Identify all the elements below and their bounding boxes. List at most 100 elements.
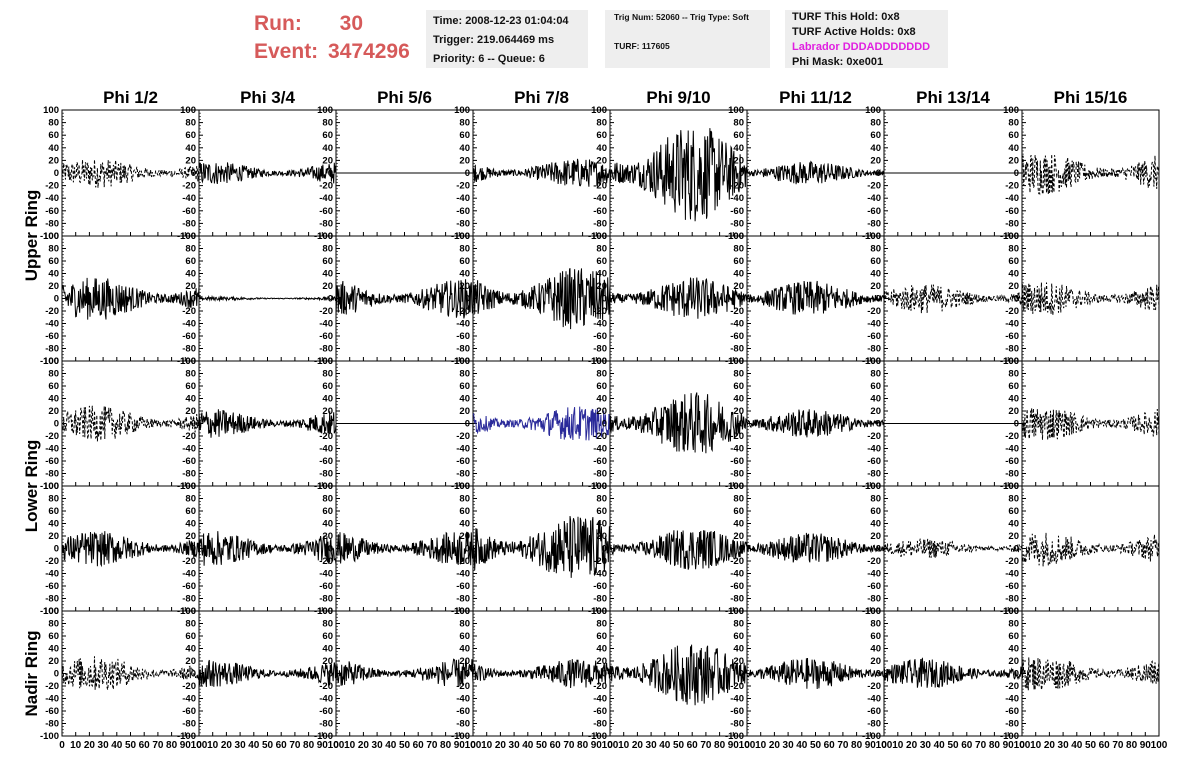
y-tick-label: -80 (319, 344, 333, 355)
waveform-trace (609, 128, 748, 222)
y-tick-label: -40 (456, 444, 470, 455)
y-tick-label: 80 (1008, 494, 1019, 505)
y-tick-label: -80 (182, 719, 196, 730)
y-tick-label: 100 (317, 105, 333, 116)
y-tick-label: 40 (733, 394, 744, 405)
x-tick-label: 40 (248, 740, 260, 751)
x-tick-label: 100 (1151, 740, 1168, 751)
y-tick-label: 60 (459, 130, 470, 141)
y-tick-label: -60 (593, 581, 607, 592)
y-tick-label: -40 (182, 319, 196, 330)
y-tick-label: -60 (867, 206, 881, 217)
y-tick-label: 20 (459, 155, 470, 166)
y-tick-label: -100 (1000, 731, 1019, 742)
y-tick-label: 80 (596, 118, 607, 129)
y-tick-label: -60 (730, 581, 744, 592)
y-tick-label: 100 (591, 105, 607, 116)
y-tick-label: 100 (865, 481, 881, 492)
y-tick-label: 60 (1008, 256, 1019, 267)
y-tick-label: -20 (1005, 681, 1019, 692)
y-tick-label: 80 (870, 369, 881, 380)
waveform-trace (883, 538, 1023, 558)
y-tick-label: -60 (319, 456, 333, 467)
y-tick-label: 80 (459, 619, 470, 630)
y-tick-label: -40 (593, 444, 607, 455)
x-tick-label: 60 (687, 740, 699, 751)
y-tick-label: 80 (733, 244, 744, 255)
y-tick-label: -20 (45, 181, 59, 192)
ring-label: Nadir Ring (22, 631, 41, 717)
y-tick-label: 0 (876, 419, 881, 430)
y-tick-label: 100 (43, 231, 59, 242)
y-tick-label: -20 (182, 681, 196, 692)
y-tick-label: 40 (870, 143, 881, 154)
y-tick-label: 0 (328, 294, 333, 305)
y-tick-label: -80 (730, 344, 744, 355)
y-tick-label: 40 (322, 519, 333, 530)
y-tick-label: 20 (322, 656, 333, 667)
y-tick-label: 100 (865, 356, 881, 367)
y-tick-label: 100 (728, 356, 744, 367)
y-tick-label: -60 (456, 581, 470, 592)
x-tick-label: 10 (207, 740, 219, 751)
y-tick-label: 60 (459, 381, 470, 392)
y-tick-label: 100 (1003, 105, 1019, 116)
y-tick-label: -40 (593, 694, 607, 705)
y-tick-label: -20 (867, 431, 881, 442)
waveform-panel (61, 109, 200, 237)
x-tick-label: 70 (289, 740, 301, 751)
y-tick-label: 80 (185, 118, 196, 129)
y-tick-label: 40 (459, 143, 470, 154)
x-tick-label: 80 (1126, 740, 1138, 751)
x-tick-label: 80 (303, 740, 315, 751)
y-tick-label: -60 (867, 581, 881, 592)
y-tick-label: 40 (870, 394, 881, 405)
y-tick-label: 80 (185, 244, 196, 255)
y-tick-label: 60 (870, 130, 881, 141)
y-tick-label: -40 (45, 319, 59, 330)
y-tick-label: -80 (456, 594, 470, 605)
y-tick-label: 60 (48, 381, 59, 392)
y-tick-label: -40 (730, 193, 744, 204)
x-tick-label: 40 (522, 740, 534, 751)
y-tick-label: -40 (45, 193, 59, 204)
y-tick-label: -80 (319, 719, 333, 730)
y-tick-label: -60 (45, 581, 59, 592)
column-label: Phi 1/2 (103, 88, 158, 107)
y-tick-label: 80 (870, 619, 881, 630)
y-tick-label: 60 (185, 256, 196, 267)
priority-text: Priority: 6 -- Queue: 6 (433, 53, 545, 65)
y-tick-label: -100 (40, 731, 59, 742)
y-tick-label: -40 (182, 569, 196, 580)
y-tick-label: -40 (867, 444, 881, 455)
y-tick-label: 40 (596, 644, 607, 655)
y-tick-label: -40 (730, 694, 744, 705)
y-tick-label: -40 (1005, 319, 1019, 330)
x-tick-label: 30 (235, 740, 247, 751)
y-tick-label: -40 (456, 193, 470, 204)
y-tick-label: -80 (593, 594, 607, 605)
y-tick-label: 60 (733, 381, 744, 392)
y-tick-label: 60 (185, 506, 196, 517)
y-tick-label: 20 (459, 281, 470, 292)
y-tick-label: -40 (593, 193, 607, 204)
y-tick-label: -20 (593, 556, 607, 567)
y-tick-label: 0 (1014, 294, 1019, 305)
waveform-trace (746, 657, 885, 690)
y-tick-label: 80 (870, 244, 881, 255)
y-tick-label: 60 (185, 631, 196, 642)
y-tick-label: 60 (596, 130, 607, 141)
y-tick-label: 20 (733, 656, 744, 667)
y-tick-label: 100 (865, 231, 881, 242)
y-tick-label: 60 (48, 130, 59, 141)
y-tick-label: -20 (1005, 556, 1019, 567)
y-tick-label: -60 (456, 456, 470, 467)
y-tick-label: 80 (185, 369, 196, 380)
y-tick-label: -40 (730, 444, 744, 455)
y-tick-label: -40 (730, 569, 744, 580)
x-tick-label: 60 (276, 740, 288, 751)
y-tick-label: -80 (1005, 469, 1019, 480)
y-tick-label: 60 (870, 381, 881, 392)
x-tick-label: 70 (837, 740, 849, 751)
